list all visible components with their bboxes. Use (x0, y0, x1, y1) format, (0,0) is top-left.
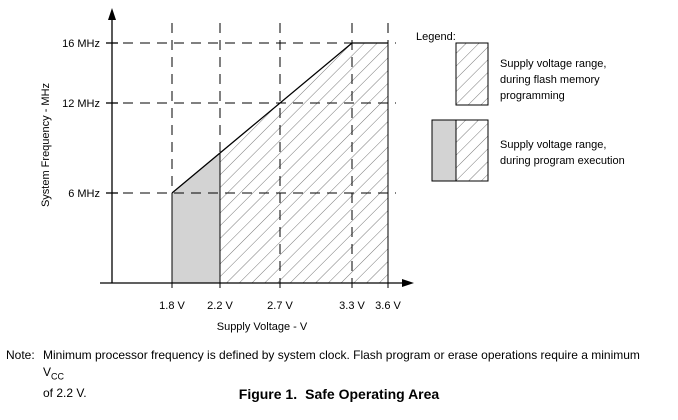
safe-operating-area-chart: 1.8 V 2.2 V 2.7 V 3.3 V 3.6 V 6 MHz 12 MHz 16 M… (40, 8, 625, 333)
y-axis-label: System Frequency - MHz (40, 83, 52, 207)
figure-number: Figure 1. (238, 386, 298, 402)
note-label: Note: (6, 348, 35, 362)
y-tick-label: 6 MHz (68, 188, 100, 200)
note-text-end: of 2.2 V. (43, 386, 87, 401)
legend-flash-line3: programming (500, 90, 565, 102)
x-axis-label: Supply Voltage - V (217, 321, 308, 333)
legend-swatch-exec-solid (431, 119, 457, 182)
legend-flash-line2: during flash memory (500, 74, 600, 86)
x-axis-arrow (402, 279, 414, 287)
legend-exec-line1: Supply voltage range, (500, 139, 606, 151)
figure-caption: Figure 1. Safe Operating Area (0, 386, 678, 402)
legend-swatch-exec-hatch (455, 119, 489, 182)
program-execution-region (172, 153, 220, 283)
y-tick-label: 16 MHz (62, 38, 100, 50)
x-tick-label: 3.3 V (339, 300, 365, 312)
x-tick-label: 3.6 V (375, 300, 401, 312)
x-tick-label: 2.7 V (267, 300, 293, 312)
y-tick-label: 12 MHz (62, 98, 100, 110)
legend-exec-line2: during program execution (500, 155, 625, 167)
boundary-line (171, 42, 388, 194)
legend-flash-line1: Supply voltage range, (500, 58, 606, 70)
figure-title: Safe Operating Area (305, 386, 440, 402)
tick-labels: 1.8 V 2.2 V 2.7 V 3.3 V 3.6 V 6 MHz 12 MHz 16 M… (62, 38, 401, 312)
note-text: Minimum processor frequency is defined b… (43, 348, 640, 379)
note-body: Minimum processor frequency is defined b… (43, 347, 643, 402)
x-tick-label: 2.2 V (207, 300, 233, 312)
flash-programming-region (220, 43, 388, 283)
legend-swatch-flash (455, 42, 489, 106)
x-tick-label: 1.8 V (159, 300, 185, 312)
legend-title: Legend: (416, 31, 456, 43)
note-subscript: CC (51, 371, 65, 382)
y-axis-arrow (108, 8, 116, 20)
